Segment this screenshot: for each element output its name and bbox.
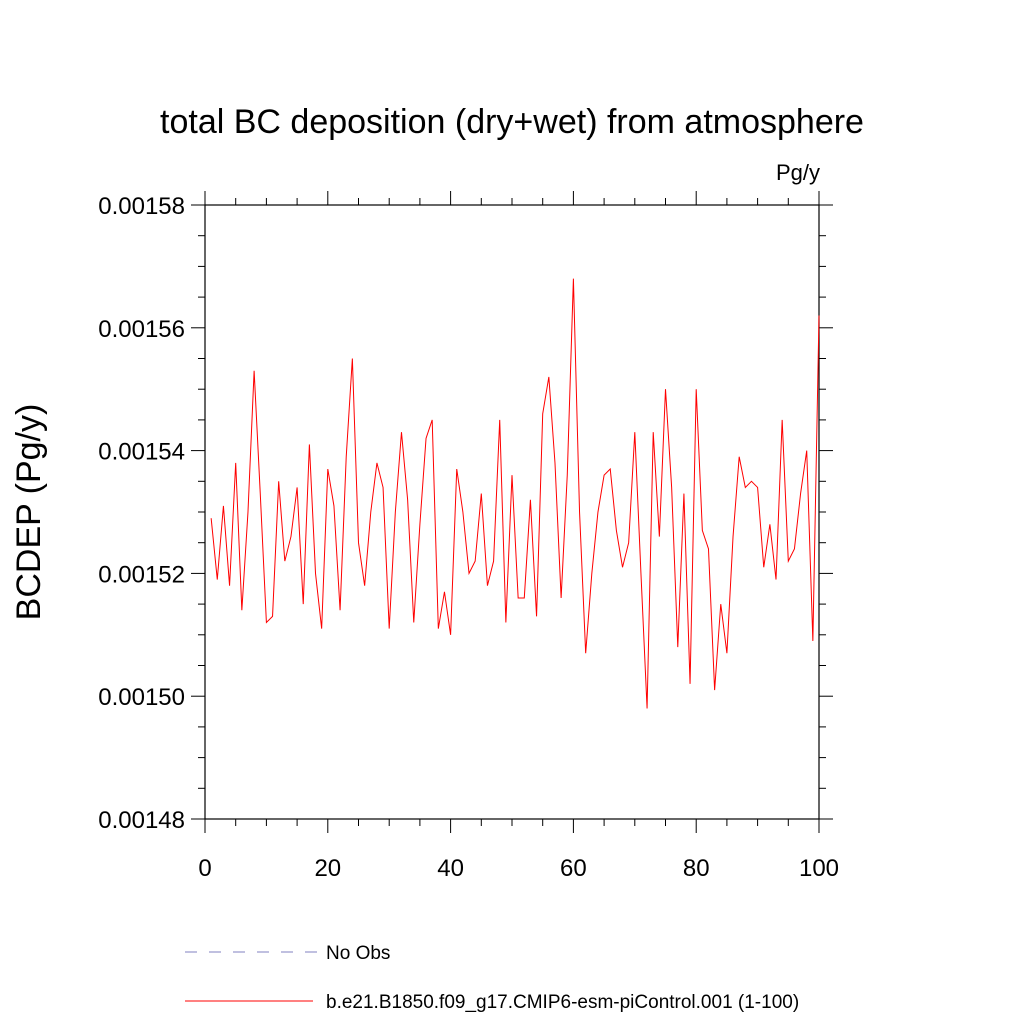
y-tick-label: 0.00156 bbox=[98, 316, 185, 343]
legend: No Obs b.e21.B1850.f09_g17.CMIP6-esm-piC… bbox=[185, 943, 799, 1013]
x-tick-label: 40 bbox=[437, 855, 464, 882]
axis-tick-labels: 0 20 40 60 80 100 0.00148 0.00150 0.00152 0.00154… bbox=[98, 193, 839, 882]
y-tick-label: 0.00150 bbox=[98, 684, 185, 711]
y-tick-label: 0.00152 bbox=[98, 561, 185, 588]
legend-label-control-run: b.e21.B1850.f09_g17.CMIP6-esm-piControl.… bbox=[326, 992, 799, 1013]
legend-label-no-obs: No Obs bbox=[326, 943, 390, 964]
x-tick-label: 60 bbox=[560, 855, 587, 882]
y-tick-label: 0.00148 bbox=[98, 807, 185, 834]
chart-title: total BC deposition (dry+wet) from atmos… bbox=[160, 103, 864, 141]
series-layer bbox=[210, 278, 820, 709]
units-label: Pg/y bbox=[776, 160, 820, 185]
x-tick-label: 80 bbox=[683, 855, 710, 882]
x-tick-label: 20 bbox=[314, 855, 341, 882]
series-line-1 bbox=[210, 278, 820, 709]
y-tick-label: 0.00158 bbox=[98, 193, 185, 220]
x-tick-label: 0 bbox=[198, 855, 211, 882]
plot-border bbox=[204, 204, 820, 820]
axis-ticks bbox=[191, 191, 833, 833]
plot-frame bbox=[204, 204, 820, 820]
x-tick-label: 100 bbox=[799, 855, 839, 882]
y-tick-label: 0.00154 bbox=[98, 439, 185, 466]
y-axis-label: BCDEP (Pg/y) bbox=[10, 404, 48, 621]
